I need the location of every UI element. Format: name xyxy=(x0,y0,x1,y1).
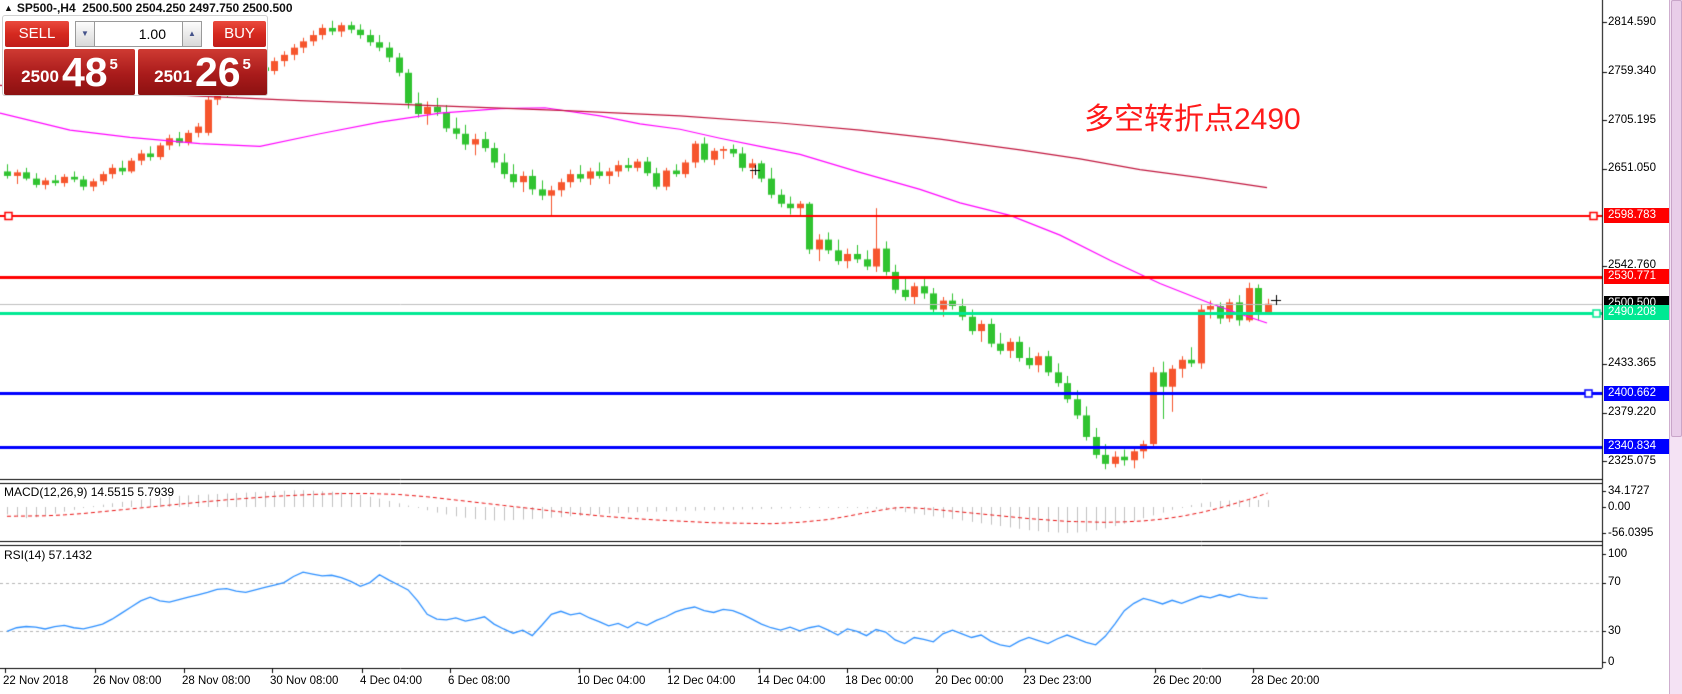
time-axis-label: 14 Dec 04:00 xyxy=(757,675,826,687)
price-axis-label: 2379.220 xyxy=(1608,406,1656,419)
macd-axis-label: 34.1727 xyxy=(1608,484,1650,497)
buy-price-big: 26 xyxy=(194,48,241,95)
price-axis-label: 2325.075 xyxy=(1608,454,1656,467)
time-axis-label: 26 Nov 08:00 xyxy=(93,675,162,687)
rsi-axis-label: 0 xyxy=(1608,655,1615,668)
time-axis-label: 10 Dec 04:00 xyxy=(577,675,646,687)
sell-price-small: 2500 xyxy=(21,67,59,86)
buy-price-small: 2501 xyxy=(154,67,192,86)
rsi-axis-label: 30 xyxy=(1608,624,1621,637)
volume-increase-button[interactable]: ▲ xyxy=(182,21,202,47)
buy-quote-panel[interactable]: 2501 26 5 xyxy=(138,49,267,95)
time-axis-label: 30 Nov 08:00 xyxy=(270,675,339,687)
time-axis-label: 18 Dec 00:00 xyxy=(845,675,914,687)
symbol-name: SP500-,H4 xyxy=(16,1,76,15)
time-axis-label: 26 Dec 20:00 xyxy=(1153,675,1222,687)
macd-indicator-label: MACD(12,26,9) 14.5515 5.7939 xyxy=(4,485,175,499)
price-level-label: 2400.662 xyxy=(1604,385,1670,401)
symbol-info: ▲ SP500-,H4 2500.500 2504.250 2497.750 25… xyxy=(4,1,293,15)
macd-axis-label: 0.00 xyxy=(1608,500,1631,513)
time-axis-label: 6 Dec 08:00 xyxy=(448,675,511,687)
rsi-axis-label: 70 xyxy=(1608,576,1621,589)
collapse-triangle-icon[interactable]: ▲ xyxy=(4,3,13,13)
chevron-up-icon: ▲ xyxy=(188,29,196,38)
scrollbar-thumb[interactable] xyxy=(1671,0,1682,437)
price-axis-label: 2542.760 xyxy=(1608,259,1656,272)
chevron-down-icon: ▼ xyxy=(81,29,89,38)
time-axis-label: 23 Dec 23:00 xyxy=(1023,675,1092,687)
price-axis-label: 2814.590 xyxy=(1608,15,1656,28)
price-level-label: 2490.208 xyxy=(1604,305,1670,321)
sell-quote-panel[interactable]: 2500 48 5 xyxy=(4,49,135,95)
buy-button[interactable]: BUY xyxy=(213,21,266,47)
price-axis-label: 2433.365 xyxy=(1608,357,1656,370)
volume-input[interactable] xyxy=(95,21,182,47)
symbol-ohlc: 2500.500 2504.250 2497.750 2500.500 xyxy=(82,1,293,15)
price-level-label: 2530.771 xyxy=(1604,269,1670,285)
price-axis-label: 2705.195 xyxy=(1608,113,1656,126)
buy-price-sup: 5 xyxy=(242,55,251,73)
time-axis-label: 28 Nov 08:00 xyxy=(182,675,251,687)
macd-axis-label: -56.0395 xyxy=(1608,526,1654,539)
price-axis-label: 2759.340 xyxy=(1608,65,1656,78)
rsi-indicator-label: RSI(14) 57.1432 xyxy=(4,548,93,562)
vertical-scrollbar[interactable] xyxy=(1669,0,1682,694)
rsi-axis-label: 100 xyxy=(1608,547,1628,560)
price-axis-label: 2651.050 xyxy=(1608,162,1656,175)
sell-price-big: 48 xyxy=(61,48,108,95)
time-axis-label: 28 Dec 20:00 xyxy=(1251,675,1320,687)
sell-price-sup: 5 xyxy=(109,55,118,73)
price-level-label: 2340.834 xyxy=(1604,439,1670,455)
time-axis-label: 12 Dec 04:00 xyxy=(667,675,736,687)
sell-button[interactable]: SELL xyxy=(5,21,69,47)
time-axis-label: 22 Nov 2018 xyxy=(3,675,69,687)
volume-decrease-button[interactable]: ▼ xyxy=(75,21,95,47)
time-axis-label: 20 Dec 00:00 xyxy=(935,675,1004,687)
time-axis-label: 4 Dec 04:00 xyxy=(360,675,423,687)
price-level-label: 2598.783 xyxy=(1604,208,1670,224)
chart-annotation-text: 多空转折点2490 xyxy=(1084,103,1301,136)
